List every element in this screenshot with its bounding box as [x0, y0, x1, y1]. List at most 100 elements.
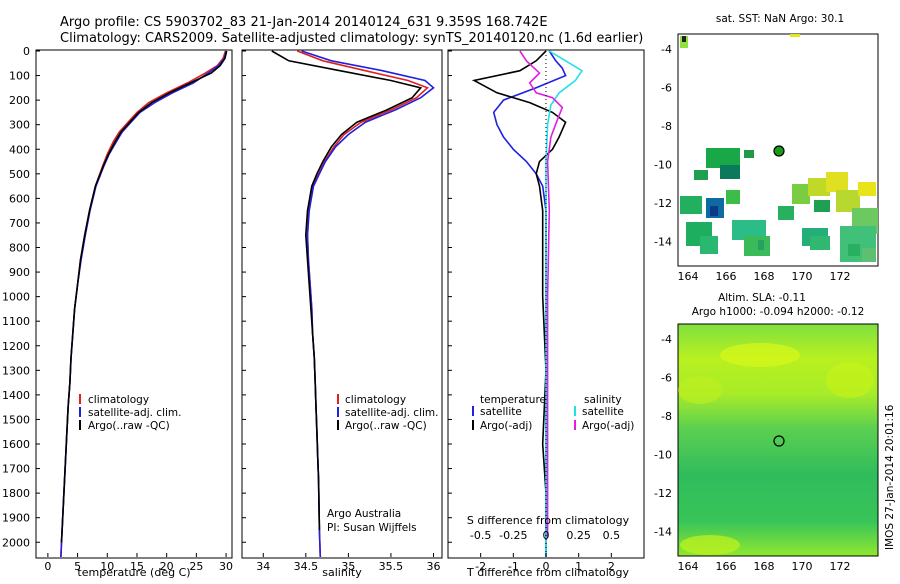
- depth-tick-label: 500: [9, 168, 30, 181]
- sst-cell: [810, 236, 830, 250]
- sst-cell: [680, 196, 702, 214]
- x-tick-label: -1: [508, 560, 519, 573]
- map-x-tick-label: 166: [716, 270, 737, 283]
- salinity-legend: climatology satellite-adj. clim. Argo(..…: [327, 394, 438, 534]
- legend-satellite: satellite-adj. clim.: [88, 407, 181, 419]
- legend-temperature-head: temperature: [480, 394, 546, 406]
- depth-tick-label: 700: [9, 217, 30, 230]
- map-x-tick-label: 164: [678, 270, 699, 283]
- depth-tick-label: 1200: [2, 340, 30, 353]
- depth-tick-label: 1300: [2, 364, 30, 377]
- pi-note: PI: Susan Wijffels: [327, 522, 417, 534]
- footer-timestamp: IMOS 27-Jan-2014 20:01:16: [884, 404, 896, 550]
- title-line-2: Climatology: CARS2009. Satellite-adjuste…: [60, 31, 643, 46]
- depth-tick-label: 400: [9, 143, 30, 156]
- map-y-tick-label: -8: [661, 410, 672, 423]
- legend-sal-satellite: satellite: [582, 406, 624, 418]
- map-x-tick-label: 172: [830, 270, 851, 283]
- map-y-tick-label: -14: [654, 236, 672, 249]
- sst-cell: [726, 190, 740, 204]
- map-x-tick-label: 172: [830, 560, 851, 573]
- sst-cell: [778, 206, 794, 220]
- depth-tick-label: 1600: [2, 438, 30, 451]
- legend-temp-argo: Argo(-adj): [480, 420, 532, 432]
- depth-tick-label: 200: [9, 94, 30, 107]
- x-tick-label: 2: [608, 560, 615, 573]
- x-tick-label: 15: [130, 560, 144, 573]
- x-tick-label: 1: [575, 560, 582, 573]
- sst-cell: [790, 34, 800, 37]
- sst-cell: [732, 220, 766, 240]
- depth-tick-label: 2000: [2, 536, 30, 549]
- temperature-panel: [35, 49, 233, 559]
- salinity-xlabel: salinity: [322, 566, 362, 579]
- depth-tick-label: 1100: [2, 315, 30, 328]
- sst-cell: [862, 248, 876, 262]
- depth-tick-label: 1000: [2, 291, 30, 304]
- map-y-tick-label: -12: [654, 487, 672, 500]
- depth-tick-label: 1800: [2, 487, 30, 500]
- map-y-tick-label: -10: [654, 449, 672, 462]
- map2-title-2: Argo h1000: -0.094 h2000: -0.12: [692, 306, 865, 318]
- s-tick-label: -0.25: [499, 529, 527, 542]
- map-y-tick-label: -12: [654, 197, 672, 210]
- legend-argo: Argo(..raw -QC): [88, 420, 170, 432]
- depth-tick-label: 1500: [2, 413, 30, 426]
- sst-cell: [710, 206, 718, 216]
- map-y-tick-label: -6: [661, 82, 672, 95]
- sst-cell: [848, 244, 860, 256]
- series-line-2: [60, 50, 228, 543]
- depth-axis: 0 100 200 300 400 500 600 700 800 900 1000 1100 1200…: [2, 45, 452, 549]
- depth-tick-label: 100: [9, 70, 30, 83]
- sst-cell: [758, 240, 764, 250]
- sst-map: [677, 33, 879, 267]
- s-tick-label: 0.5: [603, 529, 621, 542]
- x-tick-label: 5: [74, 560, 81, 573]
- sst-cell: [808, 178, 830, 196]
- map1-axes: -4 -6 -8 -10 -12 -14 164 166 168 170 172: [654, 43, 850, 283]
- legend-sal-argo: Argo(-adj): [582, 420, 634, 432]
- depth-tick-label: 900: [9, 266, 30, 279]
- s-tick-label: 0.25: [566, 529, 591, 542]
- sst-cell: [814, 200, 830, 212]
- map-y-tick-label: -4: [661, 333, 672, 346]
- sst-cell: [694, 170, 708, 180]
- x-tick-label: -2: [475, 560, 486, 573]
- map-x-tick-label: 166: [716, 560, 737, 573]
- title-line-1: Argo profile: CS 5903702_83 21-Jan-2014 …: [60, 15, 548, 30]
- sst-cell: [720, 165, 740, 179]
- depth-tick-label: 1900: [2, 512, 30, 525]
- depth-tick-label: 0: [23, 45, 30, 58]
- argo-location-marker: [773, 145, 785, 157]
- argo-location-marker: [773, 435, 785, 447]
- s-tick-label: -0.5: [470, 529, 491, 542]
- depth-tick-label: 1700: [2, 463, 30, 476]
- x-tick-label: 20: [160, 560, 174, 573]
- map2-title-1: Altim. SLA: -0.11: [718, 292, 806, 304]
- argo-australia-note: Argo Australia: [327, 508, 401, 520]
- map2-axes: -4 -6 -8 -10 -12 -14 164 166 168 170 172: [654, 333, 850, 573]
- map-x-tick-label: 168: [754, 560, 775, 573]
- temperature-legend: climatology satellite-adj. clim. Argo(..…: [79, 394, 181, 432]
- legend-salinity-head: salinity: [584, 394, 622, 406]
- series-line-2: [271, 50, 423, 531]
- diff-xlabel: T difference from climatology: [466, 566, 629, 579]
- sst-cell: [706, 148, 740, 168]
- map-y-tick-label: -14: [654, 526, 672, 539]
- sst-cells: [680, 34, 878, 262]
- map-x-tick-label: 168: [754, 270, 775, 283]
- map-x-tick-label: 170: [792, 270, 813, 283]
- x-tick-label: 25: [189, 560, 203, 573]
- depth-tick-label: 300: [9, 119, 30, 132]
- x-tick-label: 10: [100, 560, 114, 573]
- sst-cell: [744, 150, 754, 158]
- x-tick-label: 0: [44, 560, 51, 573]
- sst-cell: [826, 172, 848, 192]
- x-tick-label: 30: [219, 560, 233, 573]
- legend-climatology: climatology: [345, 394, 406, 406]
- series-line-2: [545, 50, 584, 557]
- sst-cell: [682, 36, 686, 42]
- depth-tick-label: 1400: [2, 389, 30, 402]
- depth-tick-label: 600: [9, 192, 30, 205]
